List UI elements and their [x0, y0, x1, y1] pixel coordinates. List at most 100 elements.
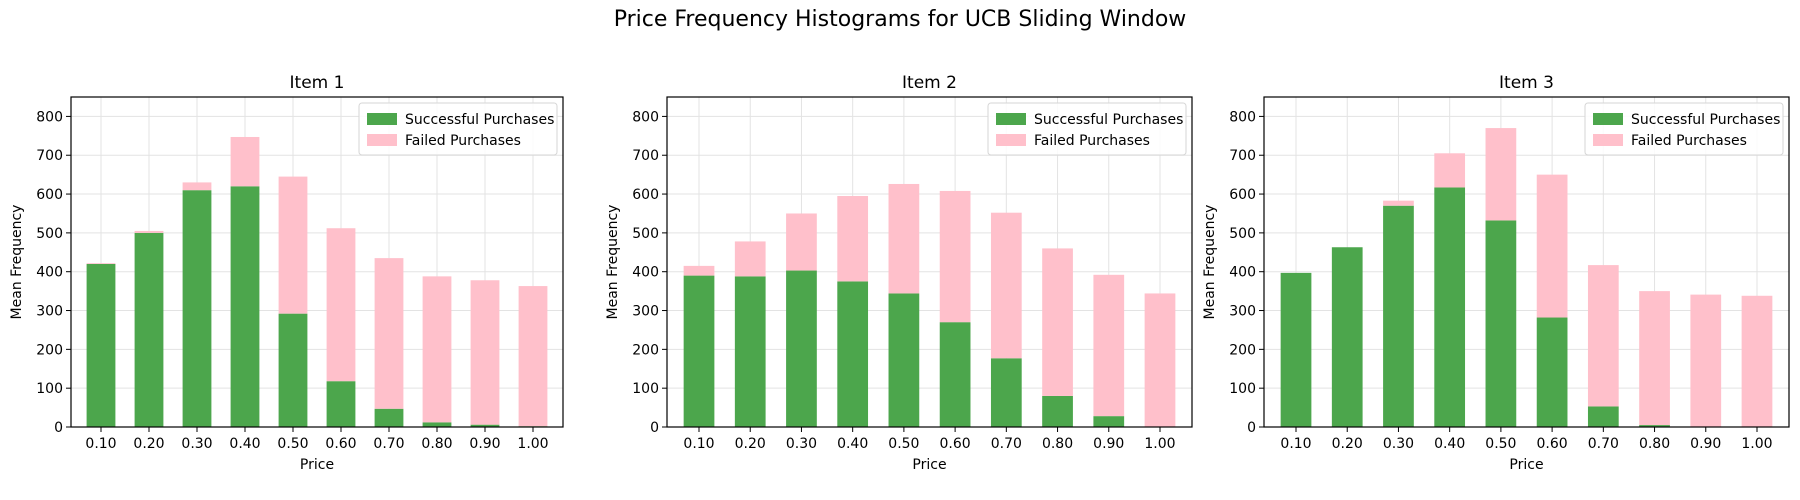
bar-successful-0.20: [734, 276, 766, 427]
bar-failed-0.30: [182, 182, 212, 191]
chart-panel-2: 0 100 200 300 400 500 600 700 800 0.10 0.20 0.30 0.4…: [605, 73, 1193, 473]
x-axis-title: Price: [300, 457, 334, 473]
x-tick-label: 1.00: [517, 436, 548, 452]
chart-panel-3: 0 100 200 300 400 500 600 700 800 0.10 0.20 0.30 0.4…: [1202, 73, 1790, 473]
x-tick-label: 0.60: [1537, 436, 1568, 452]
legend-label-successful: Successful Purchases: [1631, 112, 1780, 128]
y-tick-label: 100: [1229, 381, 1256, 397]
x-tick-label: 0.40: [229, 436, 260, 452]
bar-failed-0.70: [1587, 265, 1619, 407]
y-tick-label: 200: [632, 342, 659, 358]
bar-successful-0.40: [1434, 187, 1466, 427]
y-tick-label: 300: [36, 304, 63, 320]
bar-failed-1.00: [518, 286, 548, 427]
legend-label-failed: Failed Purchases: [1631, 133, 1747, 149]
y-tick-label: 0: [54, 420, 63, 436]
bar-failed-0.50: [1485, 128, 1517, 221]
bar-successful-0.10: [683, 275, 715, 427]
bar-failed-0.20: [134, 230, 164, 233]
bar-failed-0.90: [470, 280, 500, 425]
y-tick-label: 0: [1247, 420, 1256, 436]
x-tick-label: 0.10: [683, 436, 714, 452]
x-tick-label: 0.80: [421, 436, 452, 452]
x-axis-title: Price: [912, 457, 946, 473]
x-tick-label: 0.60: [940, 436, 971, 452]
legend-swatch-successful: [996, 113, 1026, 125]
bar-successful-0.90: [470, 424, 500, 427]
legend-swatch-failed: [996, 134, 1026, 146]
y-tick-label: 600: [1229, 187, 1256, 203]
y-tick-label: 300: [1229, 304, 1256, 320]
bar-failed-0.10: [683, 265, 715, 276]
bar-successful-0.60: [326, 381, 356, 427]
y-tick-label: 0: [650, 420, 659, 436]
axes-frame: [1263, 96, 1790, 428]
y-axis-title: Mean Frequency: [1202, 205, 1218, 320]
chart-panel-1: 0 100 200 300 400 500 600 700 800 0.10 0.20 0.30 0.4…: [9, 73, 564, 473]
x-tick-label: 0.20: [735, 436, 766, 452]
x-tick-label: 0.50: [277, 436, 308, 452]
bar-failed-0.60: [1536, 174, 1568, 318]
y-tick-label: 800: [1229, 109, 1256, 125]
bar-successful-0.50: [1485, 220, 1517, 427]
bar-successful-0.20: [1331, 247, 1363, 427]
bar-failed-0.90: [1093, 274, 1125, 417]
x-tick-label: 0.30: [786, 436, 817, 452]
bar-successful-0.30: [1383, 205, 1414, 427]
legend-label-successful: Successful Purchases: [1034, 112, 1183, 128]
bar-successful-0.30: [182, 190, 212, 427]
y-tick-label: 600: [36, 187, 63, 203]
bar-successful-0.80: [1639, 425, 1670, 427]
bar-successful-0.10: [86, 263, 116, 427]
y-tick-label: 700: [36, 148, 63, 164]
bar-failed-0.30: [786, 213, 817, 271]
bar-failed-0.10: [86, 263, 116, 264]
y-axis-title: Mean Frequency: [9, 205, 25, 320]
axes-frame: [666, 96, 1193, 428]
bar-failed-0.40: [837, 196, 869, 282]
x-tick-label: 0.40: [1434, 436, 1465, 452]
y-tick-label: 400: [632, 265, 659, 281]
bar-successful-0.50: [888, 293, 920, 427]
x-axis-title: Price: [1509, 457, 1543, 473]
x-tick-label: 0.30: [181, 436, 212, 452]
bar-failed-0.50: [888, 183, 920, 294]
x-tick-label: 0.90: [1690, 436, 1721, 452]
legend-swatch-successful: [1593, 113, 1623, 125]
bar-failed-1.00: [1144, 293, 1176, 427]
bar-failed-0.80: [1042, 248, 1073, 396]
x-tick-label: 0.80: [1042, 436, 1073, 452]
bar-successful-0.80: [1042, 395, 1073, 427]
y-tick-label: 200: [36, 342, 63, 358]
y-tick-label: 400: [1229, 265, 1256, 281]
x-tick-label: 0.10: [85, 436, 116, 452]
x-tick-label: 0.70: [1588, 436, 1619, 452]
y-tick-label: 700: [1229, 148, 1256, 164]
bar-successful-0.40: [837, 281, 869, 427]
x-tick-label: 0.50: [888, 436, 919, 452]
y-tick-label: 800: [632, 109, 659, 125]
panel-title: Item 3: [1499, 73, 1554, 93]
x-tick-label: 0.20: [133, 436, 164, 452]
y-tick-label: 100: [632, 381, 659, 397]
bar-successful-0.70: [1587, 406, 1619, 427]
x-tick-label: 0.30: [1383, 436, 1414, 452]
x-tick-label: 0.20: [1332, 436, 1363, 452]
legend-swatch-failed: [367, 134, 397, 146]
y-tick-label: 100: [36, 381, 63, 397]
bar-failed-0.60: [939, 190, 971, 323]
x-tick-label: 0.90: [469, 436, 500, 452]
y-tick-label: 600: [632, 187, 659, 203]
bar-successful-0.40: [230, 186, 260, 427]
bar-successful-0.60: [939, 322, 971, 427]
y-tick-label: 800: [36, 109, 63, 125]
bar-successful-0.70: [990, 358, 1022, 427]
x-tick-label: 0.70: [373, 436, 404, 452]
legend-swatch-successful: [367, 113, 397, 125]
bar-failed-0.40: [1434, 153, 1466, 188]
x-tick-label: 0.60: [325, 436, 356, 452]
bar-successful-0.50: [278, 313, 308, 427]
bar-successful-0.10: [1280, 272, 1312, 427]
y-tick-label: 200: [1229, 342, 1256, 358]
